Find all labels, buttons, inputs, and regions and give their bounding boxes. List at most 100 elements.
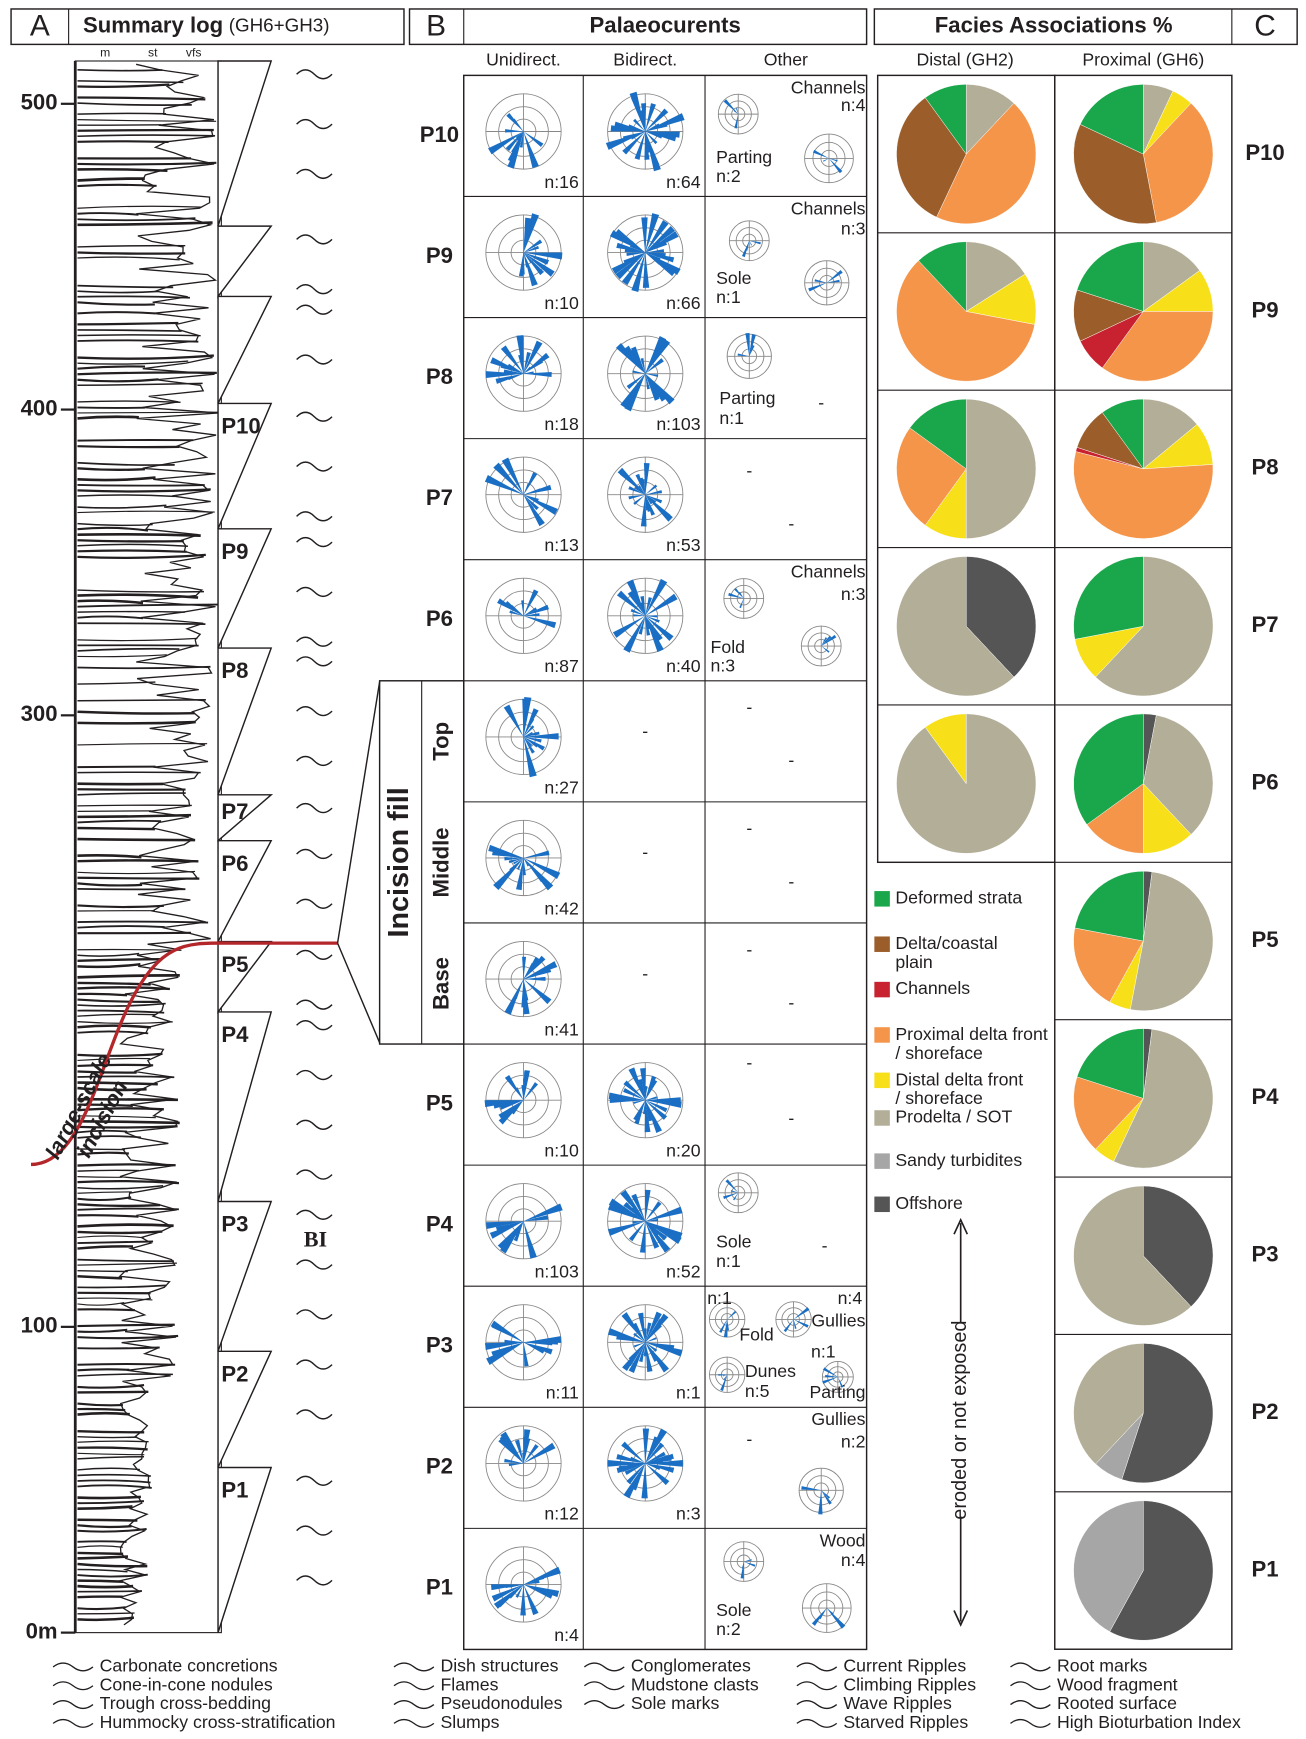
log-bed — [77, 335, 200, 336]
dash: - — [642, 963, 648, 983]
symbol-label: Root marks — [1057, 1656, 1148, 1676]
log-bed — [77, 1597, 122, 1598]
rose-diagram — [608, 1184, 683, 1259]
rose-petal — [745, 333, 749, 356]
legend-symbol — [1010, 1701, 1050, 1709]
sequence-label: P2 — [221, 1362, 248, 1387]
sedimentary-symbol — [297, 657, 332, 666]
sequence-label: P7 — [221, 799, 248, 824]
other-label: n:2 — [841, 1431, 866, 1451]
sample-count: n:27 — [544, 777, 578, 797]
log-bed — [77, 446, 179, 447]
log-bed — [77, 1369, 129, 1370]
y-tick-label: 400 — [21, 395, 58, 420]
row-label: P6 — [426, 606, 453, 631]
row-label: P9 — [1252, 297, 1279, 322]
legend-swatch — [874, 1197, 889, 1212]
sedimentary-symbol — [297, 538, 332, 547]
log-bed — [77, 252, 185, 253]
rose-diagram — [486, 1547, 561, 1622]
sample-count: n:66 — [666, 293, 701, 313]
log-bed — [77, 700, 205, 701]
legend-swatch — [874, 1073, 889, 1088]
figure: A Summary log(GH6+GH3) B Palaeocurents C… — [0, 0, 1306, 1739]
other-label: n:1 — [719, 408, 744, 428]
row-label: P8 — [426, 364, 453, 389]
rose-petal — [801, 1486, 821, 1490]
row-label: P5 — [1252, 927, 1279, 952]
rose-diagram — [709, 1357, 744, 1392]
symbol-label: Cone-in-cone nodules — [100, 1674, 273, 1694]
sequence-triangle — [218, 226, 271, 296]
sample-count: n:12 — [544, 1504, 578, 1524]
symbol-label: Wood fragment — [1057, 1674, 1178, 1694]
legend-swatch — [874, 1153, 889, 1168]
log-bed — [77, 70, 162, 71]
rose-petal — [640, 1221, 646, 1253]
page: A Summary log(GH6+GH3) B Palaeocurents C… — [0, 0, 1306, 1739]
log-bed — [77, 623, 205, 624]
log-bed — [77, 839, 195, 840]
other-label: n:1 — [707, 1288, 732, 1308]
row-label: P7 — [1252, 612, 1279, 637]
row-label: P3 — [1252, 1242, 1279, 1267]
log-bed — [77, 1553, 123, 1554]
sample-count: n:40 — [666, 656, 701, 676]
sedimentary-symbol — [297, 804, 332, 813]
legend-symbol — [53, 1720, 93, 1728]
legend-symbol — [584, 1663, 624, 1671]
row-label: P2 — [1252, 1399, 1279, 1424]
rose-petal — [794, 1307, 810, 1319]
log-bed — [77, 828, 154, 829]
row-label: P3 — [426, 1333, 453, 1358]
other-label: Wood — [820, 1530, 866, 1550]
sedimentary-symbol — [297, 1210, 332, 1219]
column-title: Proximal (GH6) — [1082, 50, 1204, 70]
rose-diagram — [486, 94, 561, 169]
rose-diagram — [485, 1305, 561, 1380]
y-tick-label: 300 — [21, 701, 58, 726]
rose-petal — [823, 158, 829, 161]
sedimentary-symbol — [297, 1576, 332, 1585]
other-label: n:3 — [841, 584, 866, 604]
rose-petal — [818, 1490, 822, 1514]
sample-count: n:10 — [544, 293, 579, 313]
sample-count: n:10 — [544, 1141, 579, 1161]
row-label: P5 — [426, 1090, 453, 1115]
column-title: Distal (GH2) — [916, 50, 1013, 70]
log-bed — [77, 612, 184, 613]
legend-label: Offshore — [895, 1193, 963, 1213]
panel-letter: A — [30, 10, 50, 43]
log-bed — [77, 169, 167, 170]
dash: - — [642, 721, 648, 741]
grain-label: st — [148, 45, 158, 59]
sample-count: n:42 — [544, 898, 578, 918]
rose-petal — [808, 283, 827, 292]
other-label: n:4 — [841, 1550, 866, 1570]
rose-petal — [727, 1311, 736, 1319]
sedimentary-symbol — [297, 1170, 332, 1179]
legend-symbol — [394, 1720, 434, 1728]
legend-symbol — [53, 1682, 93, 1690]
rose-petal — [516, 858, 523, 890]
legend-symbol — [394, 1663, 434, 1671]
rose-diagram — [608, 1063, 683, 1138]
rose-petal — [825, 1375, 838, 1377]
sedimentary-symbol — [297, 1000, 332, 1009]
rose-diagram — [802, 1584, 851, 1633]
log-bed — [77, 185, 156, 186]
rose-diagram — [805, 134, 854, 183]
rose-diagram — [718, 94, 758, 134]
log-bed — [77, 1348, 159, 1349]
bi-symbol: BI — [304, 1226, 327, 1251]
panel-letter: C — [1254, 10, 1276, 43]
rose-diagram — [486, 578, 561, 653]
rose-diagram — [776, 1302, 811, 1337]
symbol-label: High Bioturbation Index — [1057, 1712, 1241, 1732]
rose-diagram — [724, 579, 764, 619]
other-label: Fold — [739, 1325, 773, 1345]
sedimentary-symbol — [297, 1120, 332, 1129]
rose-petal — [821, 646, 829, 653]
log-bed — [77, 878, 199, 879]
sedimentary-symbol — [297, 1260, 332, 1269]
